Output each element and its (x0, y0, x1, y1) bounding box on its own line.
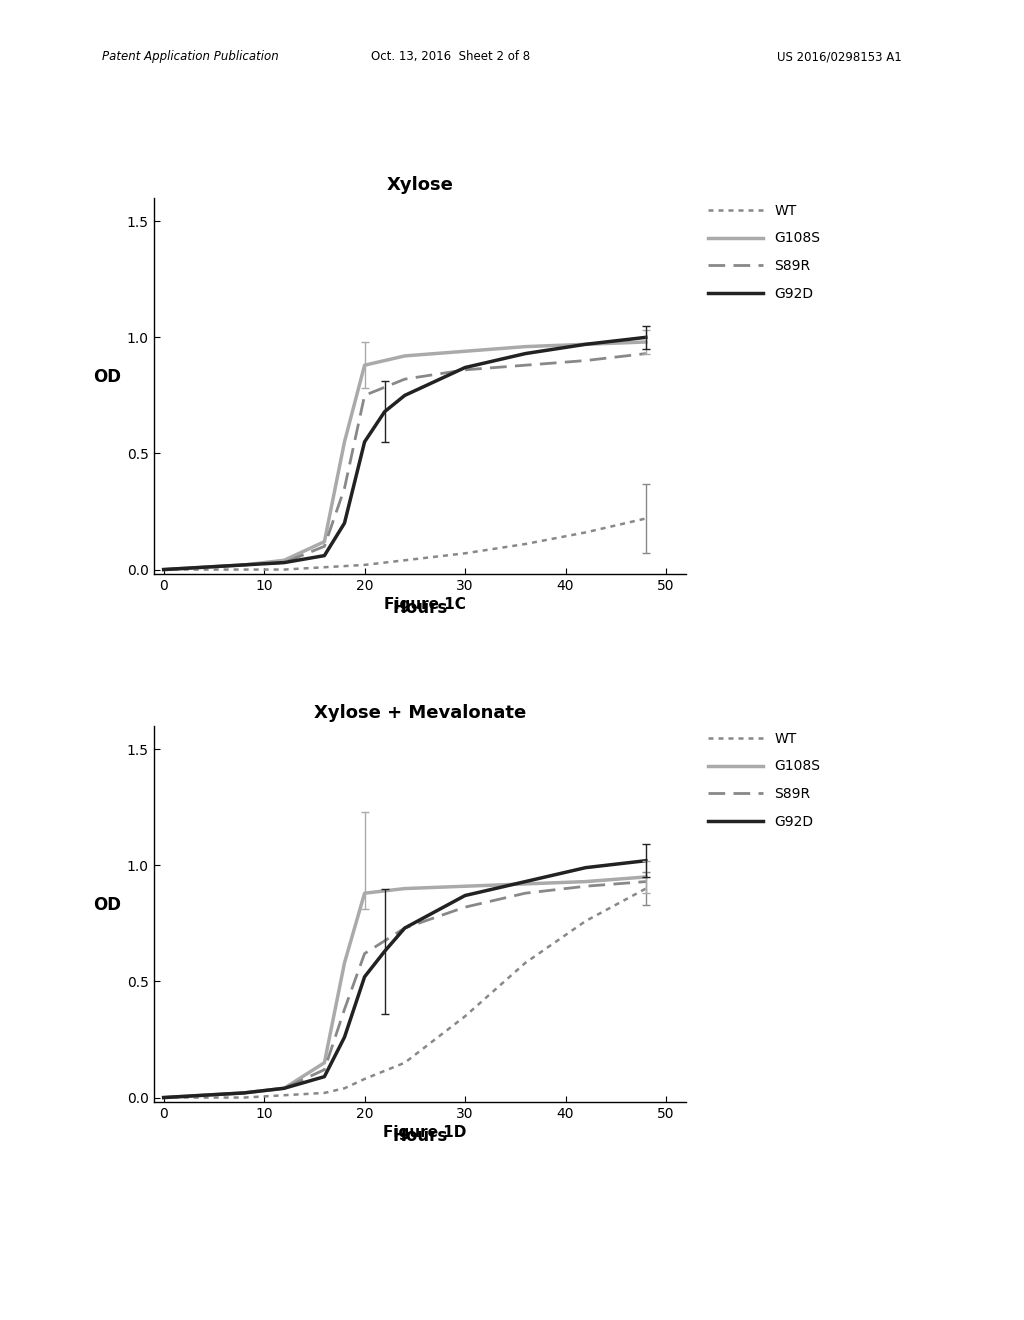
X-axis label: Hours: Hours (392, 1126, 447, 1144)
Legend: WT, G108S, S89R, G92D: WT, G108S, S89R, G92D (702, 198, 825, 306)
Text: Patent Application Publication: Patent Application Publication (102, 50, 280, 63)
Y-axis label: OD: OD (93, 896, 121, 913)
Text: Oct. 13, 2016  Sheet 2 of 8: Oct. 13, 2016 Sheet 2 of 8 (371, 50, 530, 63)
Title: Xylose: Xylose (386, 176, 454, 194)
Text: Figure 1C: Figure 1C (384, 597, 466, 611)
Title: Xylose + Mevalonate: Xylose + Mevalonate (313, 704, 526, 722)
Text: US 2016/0298153 A1: US 2016/0298153 A1 (777, 50, 902, 63)
Text: Figure 1D: Figure 1D (383, 1125, 467, 1139)
Y-axis label: OD: OD (93, 368, 121, 387)
X-axis label: Hours: Hours (392, 598, 447, 616)
Legend: WT, G108S, S89R, G92D: WT, G108S, S89R, G92D (702, 726, 825, 834)
